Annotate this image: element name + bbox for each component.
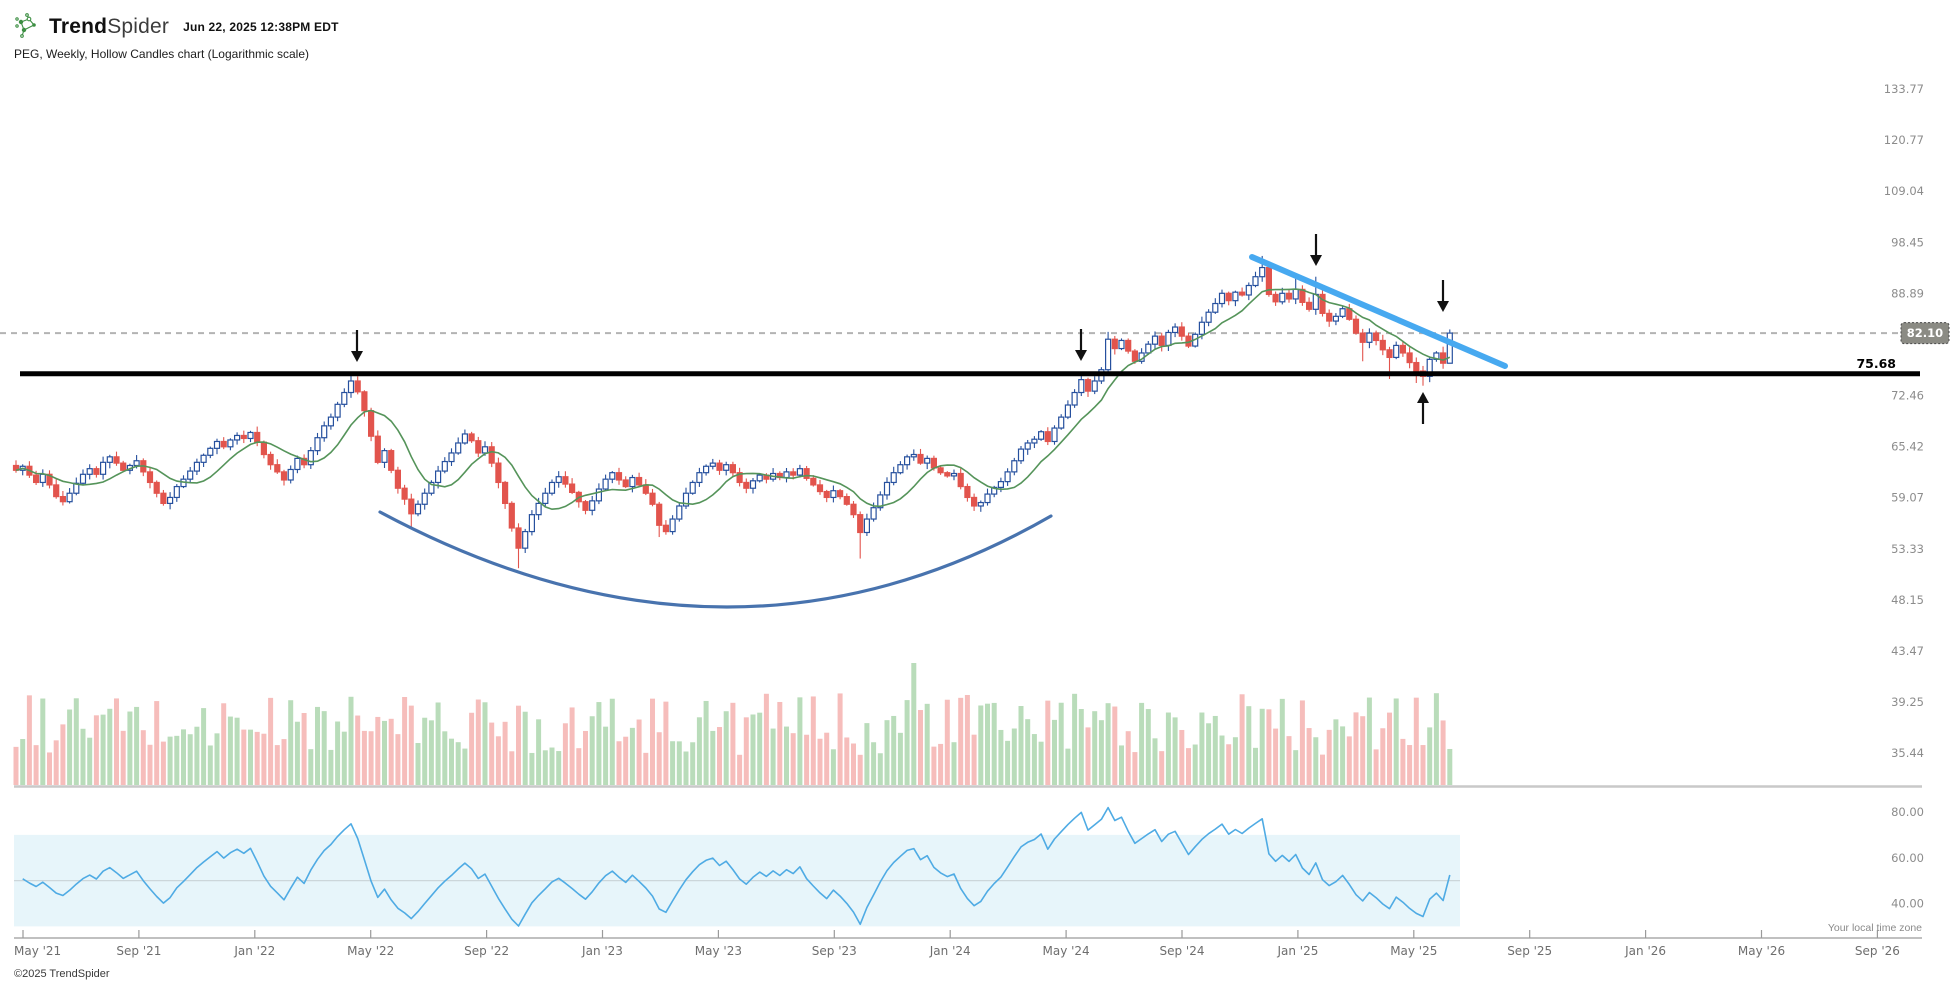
svg-text:Sep '23: Sep '23: [812, 944, 857, 958]
svg-text:Sep '25: Sep '25: [1507, 944, 1552, 958]
svg-text:Jan '23: Jan '23: [581, 944, 623, 958]
svg-text:Jan '25: Jan '25: [1276, 944, 1318, 958]
price-axis: 133.77 120.77 109.04 98.45 88.89 72.46 65.42 59…: [1884, 82, 1924, 760]
moving-average-line: [15, 288, 1451, 511]
svg-text:120.77: 120.77: [1884, 133, 1924, 147]
svg-text:109.04: 109.04: [1884, 184, 1924, 198]
rsi-line: [22, 806, 1451, 927]
svg-text:39.25: 39.25: [1891, 695, 1924, 709]
svg-text:60.00: 60.00: [1891, 851, 1924, 865]
svg-text:Sep '26: Sep '26: [1855, 944, 1900, 958]
svg-text:59.07: 59.07: [1891, 491, 1924, 505]
svg-text:35.44: 35.44: [1891, 746, 1924, 760]
svg-text:Sep '21: Sep '21: [116, 944, 161, 958]
svg-text:Jan '22: Jan '22: [233, 944, 275, 958]
svg-text:Sep '24: Sep '24: [1160, 944, 1205, 958]
svg-text:May '21: May '21: [14, 944, 61, 958]
svg-text:43.47: 43.47: [1891, 644, 1924, 658]
candles-layer: [12, 255, 1453, 569]
svg-text:65.42: 65.42: [1891, 440, 1924, 454]
svg-text:May '25: May '25: [1390, 944, 1437, 958]
svg-text:Jan '24: Jan '24: [929, 944, 971, 958]
svg-text:80.00: 80.00: [1891, 805, 1924, 819]
svg-text:53.33: 53.33: [1891, 542, 1924, 556]
current-price-badge: 82.10: [1900, 322, 1950, 345]
svg-text:133.77: 133.77: [1884, 82, 1924, 96]
app-header: TrendSpider Jun 22, 2025 12:38PM EDT: [14, 13, 339, 40]
svg-text:72.46: 72.46: [1891, 389, 1924, 403]
svg-text:98.45: 98.45: [1891, 235, 1924, 249]
descending-trendline[interactable]: [1249, 254, 1508, 369]
svg-text:May '23: May '23: [695, 944, 742, 958]
brand-wordmark: TrendSpider: [49, 15, 169, 39]
svg-text:May '26: May '26: [1738, 944, 1785, 958]
support-price-label: 75.68: [1856, 356, 1896, 371]
brand-spider: Spider: [107, 14, 170, 38]
volume-layer: [13, 663, 1453, 785]
trendspider-logo-icon: [15, 13, 36, 38]
current-price-label: 82.10: [1907, 326, 1943, 340]
svg-text:May '24: May '24: [1042, 944, 1089, 958]
chart-datetime: Jun 22, 2025 12:38PM EDT: [183, 19, 339, 34]
rounding-bottom-arc[interactable]: [378, 510, 1053, 609]
chart-subtitle: PEG, Weekly, Hollow Candles chart (Logar…: [14, 47, 309, 61]
x-axis: May '21 Sep '21 Jan '22 May '22 Sep '22 Jan '…: [14, 930, 1922, 958]
svg-text:48.15: 48.15: [1891, 593, 1924, 607]
rsi-pane: 80.00 60.00 40.00: [14, 805, 1924, 927]
svg-text:Sep '22: Sep '22: [464, 944, 509, 958]
svg-text:May '22: May '22: [347, 944, 394, 958]
svg-text:88.89: 88.89: [1891, 286, 1924, 300]
svg-text:Jan '26: Jan '26: [1624, 944, 1666, 958]
svg-text:40.00: 40.00: [1891, 897, 1924, 911]
timezone-note: Your local time zone: [1827, 922, 1922, 934]
brand-trend: Trend: [49, 14, 108, 38]
copyright-note: ©2025 TrendSpider: [14, 968, 110, 980]
support-line[interactable]: 75.68: [20, 356, 1920, 377]
arrow-annotations[interactable]: [351, 234, 1449, 424]
